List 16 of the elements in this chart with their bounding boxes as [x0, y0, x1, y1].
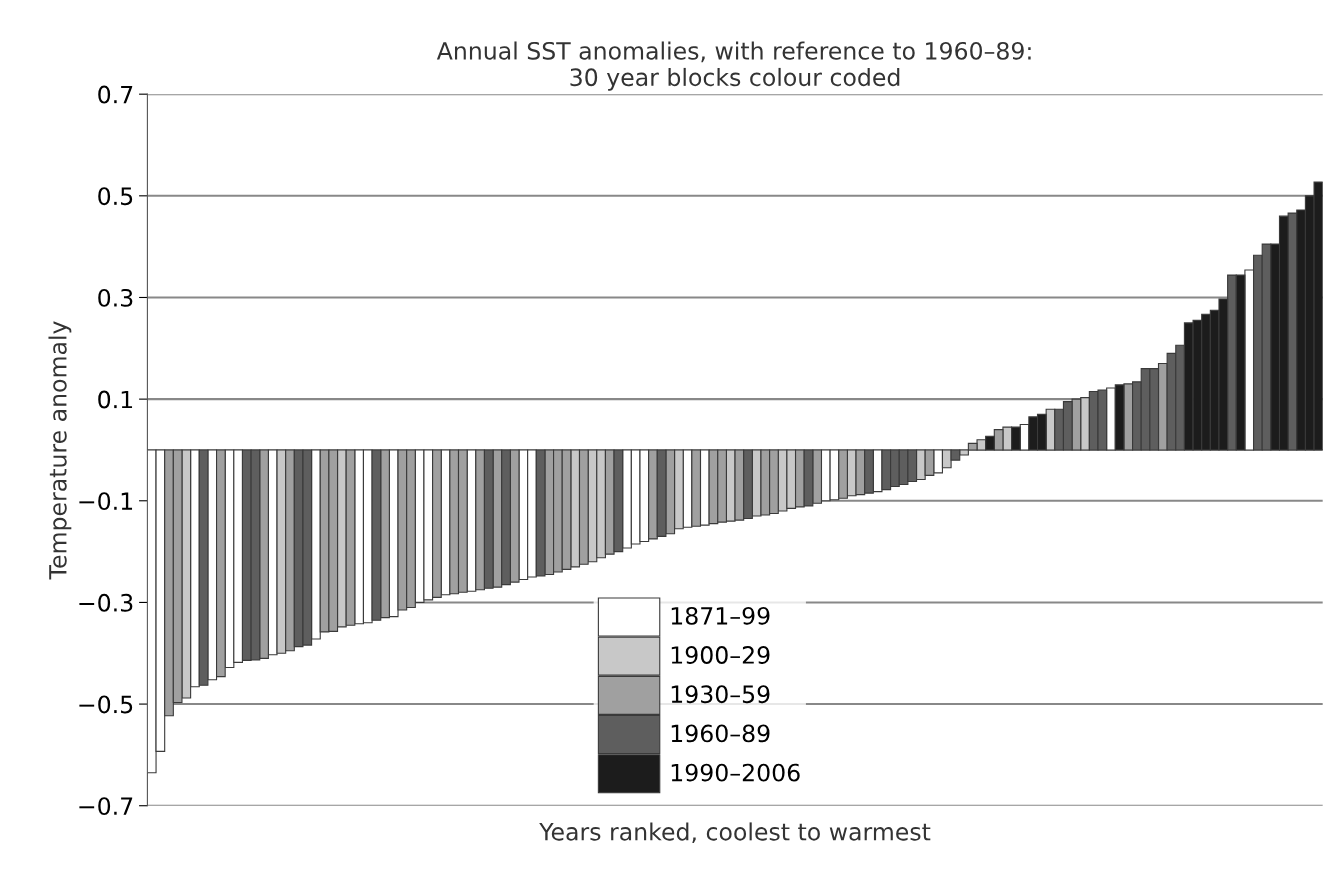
y-tick-label: −0.1 [79, 492, 133, 511]
y-tick-label: −0.7 [79, 797, 133, 816]
y-tick-label: −0.5 [79, 695, 133, 714]
y-tick-label: 0.7 [98, 85, 133, 104]
y-tick-label: 0.3 [98, 288, 133, 307]
legend-label: 1930–59 [671, 685, 770, 704]
y-tick-label: 0.5 [98, 187, 133, 206]
legend-label: 1990–2006 [671, 763, 800, 782]
y-axis-title: Temperature anomaly [48, 321, 72, 580]
legend-label: 1871–99 [671, 606, 770, 625]
y-tick-label: 0.1 [98, 390, 133, 409]
chart-title: Annual SST anomalies, with reference to 1960–89: 30 year blocks colour coded [436, 41, 1031, 91]
legend-label: 1960–89 [671, 724, 770, 743]
x-axis-title: Years ranked, coolest to warmest [539, 822, 931, 844]
y-tick-label: −0.3 [79, 593, 133, 612]
legend-label: 1900–29 [671, 646, 770, 664]
